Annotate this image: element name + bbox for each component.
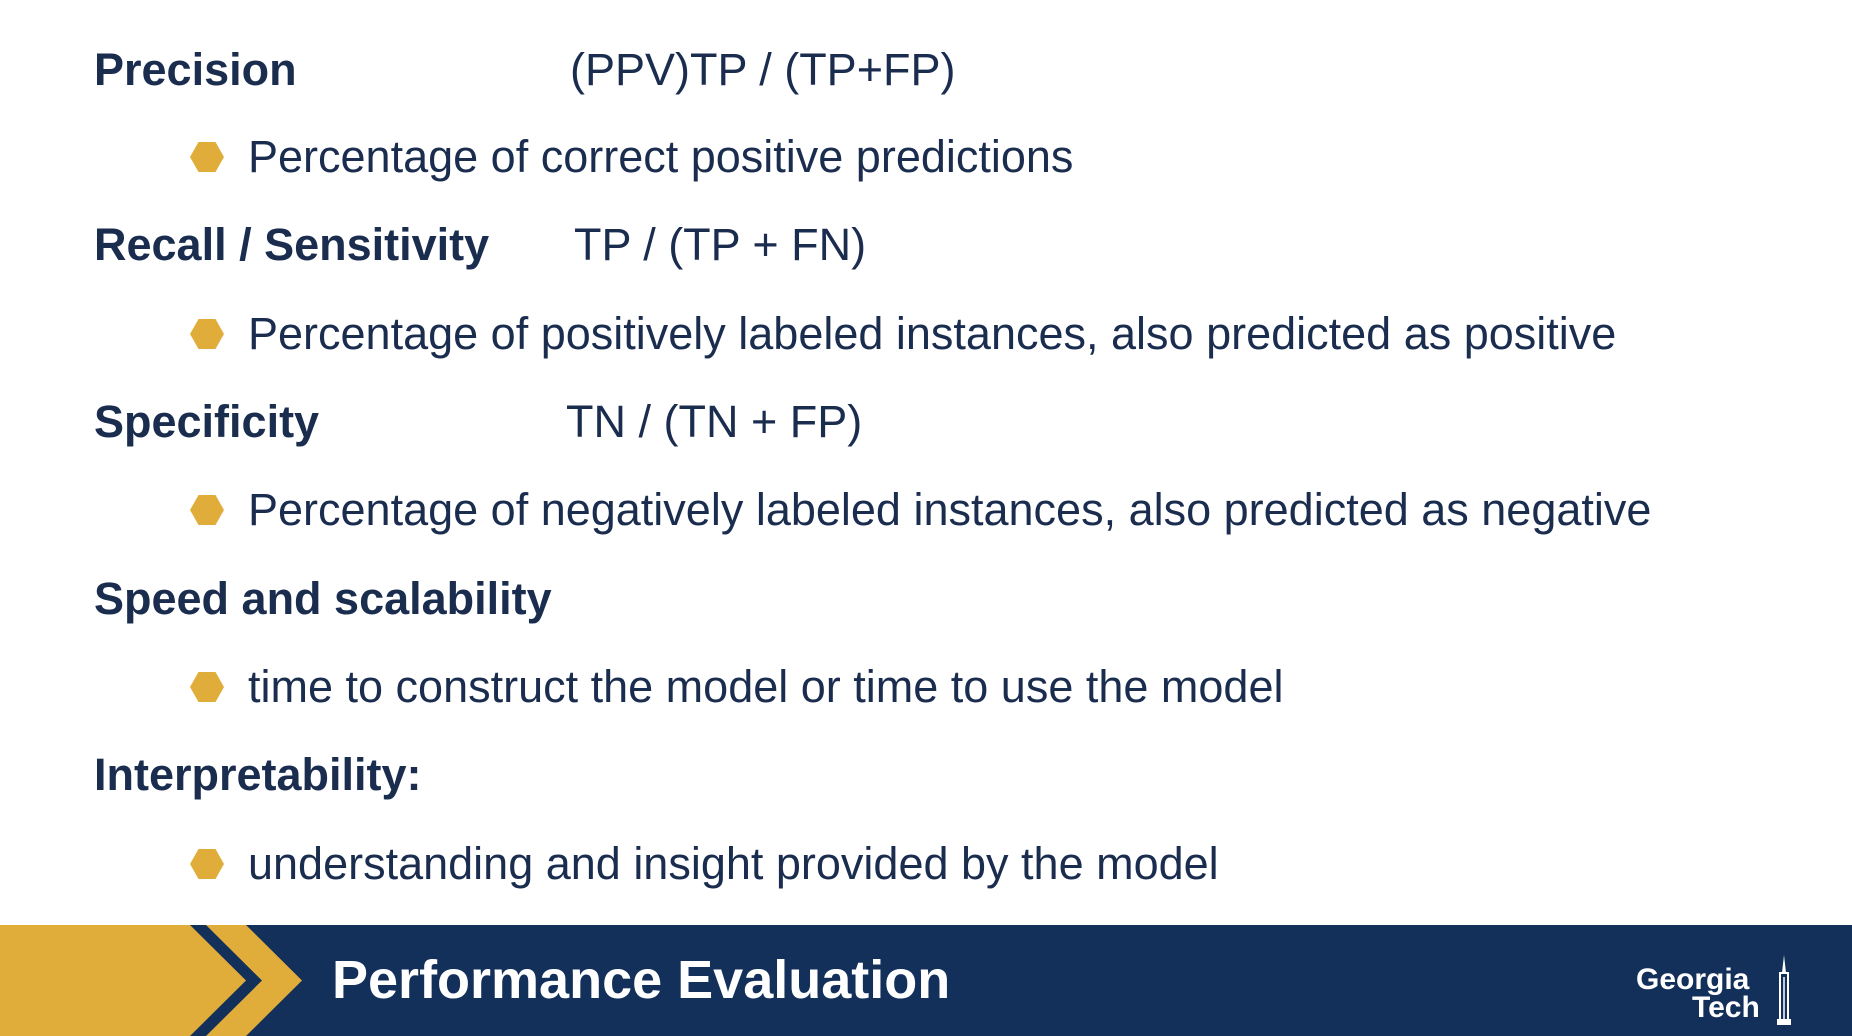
bullet-item-interpretability: understanding and insight provided by th… bbox=[190, 838, 1219, 890]
bullet-text: Percentage of correct positive predictio… bbox=[248, 131, 1074, 182]
hexagon-bullet-icon bbox=[190, 849, 224, 879]
hexagon-bullet-icon bbox=[190, 495, 224, 525]
slide-content: Precision (PPV)TP / (TP+FP) Percentage o… bbox=[94, 44, 1652, 890]
bullet-text: time to construct the model or time to u… bbox=[248, 661, 1284, 712]
term-speed-scalability: Speed and scalability bbox=[94, 573, 552, 624]
bullet-item-recall: Percentage of positively labeled instanc… bbox=[190, 308, 1616, 360]
slide-title: Performance Evaluation bbox=[332, 950, 951, 1010]
term-recall: Recall / Sensitivity bbox=[94, 219, 490, 270]
footer-banner: Performance Evaluation Georgia Tech bbox=[0, 925, 1852, 1036]
hexagon-bullet-icon bbox=[190, 319, 224, 349]
chevron-arrows-icon bbox=[0, 925, 302, 1036]
formula-specificity: TN / (TN + FP) bbox=[566, 396, 863, 447]
term-interpretability: Interpretability: bbox=[94, 749, 422, 800]
bullet-item-precision: Percentage of correct positive predictio… bbox=[190, 131, 1073, 183]
logo-text-tech: Tech bbox=[1692, 991, 1760, 1024]
term-specificity: Specificity bbox=[94, 396, 320, 447]
bullet-text: understanding and insight provided by th… bbox=[248, 838, 1219, 889]
bullet-item-specificity: Percentage of negatively labeled instanc… bbox=[190, 484, 1651, 536]
hexagon-bullet-icon bbox=[190, 142, 224, 172]
hexagon-bullet-icon bbox=[190, 672, 224, 702]
term-precision: Precision bbox=[94, 44, 297, 95]
bullet-text: Percentage of negatively labeled instanc… bbox=[248, 484, 1652, 535]
logo-text-georgia: Georgia bbox=[1636, 963, 1750, 996]
georgia-tech-logo: Georgia Tech bbox=[1632, 925, 1822, 1036]
formula-precision: (PPV)TP / (TP+FP) bbox=[570, 44, 956, 95]
tech-tower-icon bbox=[1777, 955, 1791, 1025]
bullet-item-speed: time to construct the model or time to u… bbox=[190, 661, 1283, 713]
bullet-text: Percentage of positively labeled instanc… bbox=[248, 308, 1617, 359]
formula-recall: TP / (TP + FN) bbox=[574, 219, 867, 270]
